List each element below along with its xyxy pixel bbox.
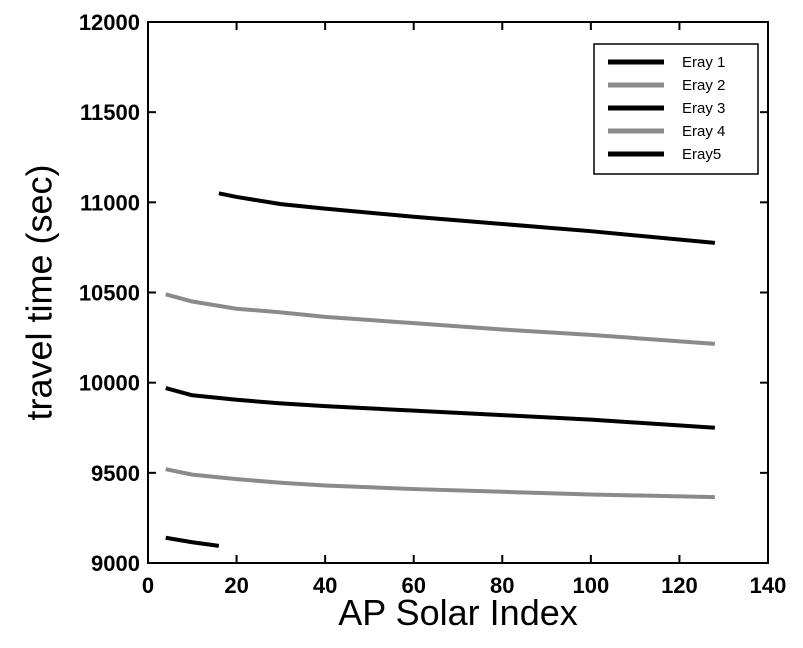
legend-label: Eray5 xyxy=(682,146,721,163)
series-line-4 xyxy=(165,467,715,500)
x-tick-label: 100 xyxy=(572,573,609,598)
x-axis: 0 20 40 60 80 100 120 140 xyxy=(142,22,786,598)
legend-label: Eray 1 xyxy=(682,54,725,71)
x-tick-label: 60 xyxy=(401,573,425,598)
x-tick-label: 120 xyxy=(661,573,698,598)
y-tick-label: 11500 xyxy=(80,100,140,125)
series-line-2 xyxy=(165,292,716,346)
x-tick-label: 140 xyxy=(750,573,787,598)
y-tick-label: 9500 xyxy=(91,461,140,486)
y-tick-label: 12000 xyxy=(79,10,140,35)
legend-label: Eray 2 xyxy=(682,77,725,94)
y-tick-label: 11000 xyxy=(80,190,140,215)
x-axis-title: AP Solar Index xyxy=(338,592,577,633)
legend-label: Eray 3 xyxy=(682,100,725,117)
x-tick-label: 20 xyxy=(224,573,248,598)
legend-label: Eray 4 xyxy=(682,123,725,140)
legend: Eray 1 Eray 2 Eray 3 Eray 4 Eray5 xyxy=(593,43,759,175)
series-line-1 xyxy=(218,191,716,245)
x-tick-label: 0 xyxy=(142,573,154,598)
series-line-3 xyxy=(165,386,715,430)
y-axis-title: travel time (sec) xyxy=(19,164,60,420)
y-tick-label: 10000 xyxy=(79,371,140,396)
series-layer xyxy=(165,191,716,548)
x-tick-label: 80 xyxy=(490,573,514,598)
y-tick-label: 10500 xyxy=(79,281,140,306)
series-line-5 xyxy=(165,535,220,548)
y-tick-label: 9000 xyxy=(91,551,140,576)
y-axis: 9000 9500 10000 10500 11000 11500 12000 xyxy=(79,10,768,576)
x-tick-label: 40 xyxy=(313,573,337,598)
